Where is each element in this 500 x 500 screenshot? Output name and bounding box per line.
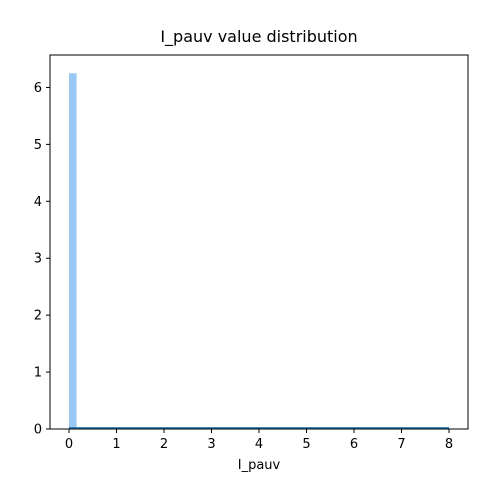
x-tick-label: 0 <box>65 437 73 452</box>
chart-title: I_pauv value distribution <box>160 27 357 47</box>
y-axis: 0 1 2 3 4 5 6 <box>34 81 50 438</box>
y-tick-label: 6 <box>34 81 42 96</box>
y-tick-label: 3 <box>34 252 42 267</box>
x-tick-label: 5 <box>302 437 310 452</box>
x-tick-label: 8 <box>445 437 453 452</box>
bars-layer <box>69 73 77 430</box>
x-tick-label: 1 <box>112 437 120 452</box>
x-tick-label: 6 <box>350 437 358 452</box>
y-tick-label: 1 <box>34 366 42 381</box>
y-tick-label: 4 <box>34 195 42 210</box>
y-tick-label: 0 <box>34 423 42 438</box>
y-tick-label: 2 <box>34 309 42 324</box>
y-tick-label: 5 <box>34 138 42 153</box>
x-tick-label: 3 <box>207 437 215 452</box>
x-axis-label: I_pauv <box>238 458 281 473</box>
plot-frame <box>49 54 469 430</box>
x-tick-label: 7 <box>397 437 405 452</box>
x-tick-label: 2 <box>160 437 168 452</box>
x-axis: 0 1 2 3 4 5 6 7 8 <box>65 429 453 452</box>
x-tick-label: 4 <box>255 437 263 452</box>
histogram-bar-0 <box>69 73 77 430</box>
